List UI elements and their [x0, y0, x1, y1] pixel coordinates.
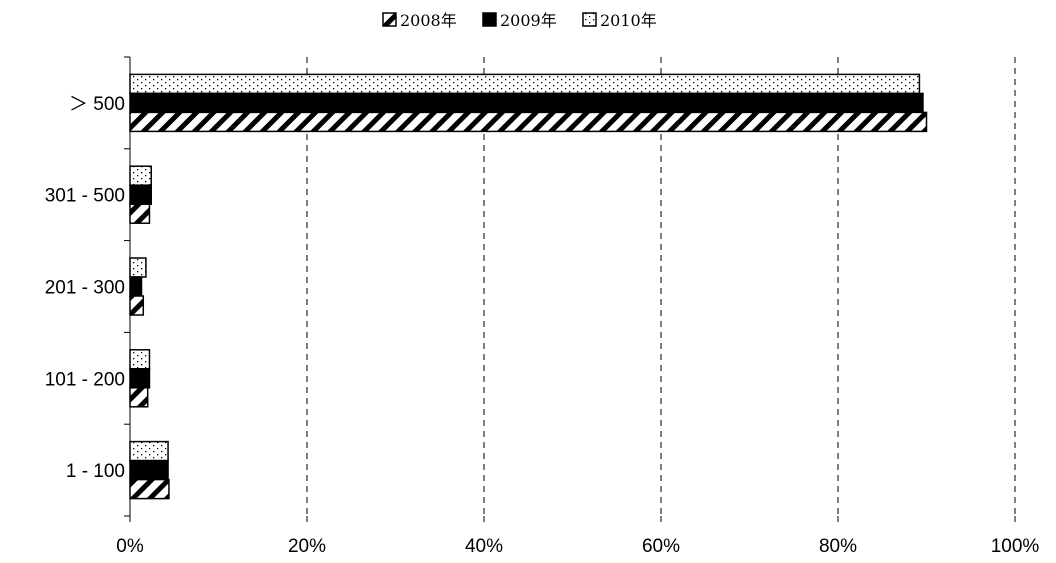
x-tick-label: 80%	[819, 536, 857, 557]
legend-item: 2009年	[482, 11, 557, 30]
legend: 2008年 2009年 2010年	[382, 11, 657, 30]
category-label: 101 - 200	[45, 369, 125, 390]
bar-2008年-101 - 200	[129, 387, 149, 408]
legend-label: 2009年	[500, 11, 557, 30]
bar-2009年-101 - 200	[129, 368, 151, 389]
bar-2009年-201 - 300	[129, 276, 143, 297]
bar-2008年-201 - 300	[129, 295, 145, 316]
x-tick-label: 20%	[288, 536, 326, 557]
x-tick-label: 0%	[116, 536, 144, 557]
x-tick-label: 60%	[642, 536, 680, 557]
bar-2010年-201 - 300	[129, 257, 147, 278]
bar-2008年-1 - 100	[129, 478, 170, 500]
bar-2009年-> 500	[129, 92, 924, 114]
bar-2010年-1 - 100	[129, 440, 169, 462]
bar-2010年-301 - 500	[129, 165, 152, 186]
x-tick-label: 100%	[991, 536, 1040, 557]
legend-swatch	[382, 12, 397, 27]
bar-2010年-> 500	[129, 73, 921, 95]
legend-label: 2010年	[600, 11, 657, 30]
bar-2008年-> 500	[129, 111, 928, 133]
x-tick-label: 40%	[465, 536, 503, 557]
legend-item: 2008年	[382, 11, 457, 30]
bar-2008年-301 - 500	[129, 203, 151, 224]
category-label: 201 - 300	[45, 278, 125, 299]
legend-label: 2008年	[400, 11, 457, 30]
legend-swatch	[582, 12, 597, 27]
axes	[124, 56, 1016, 522]
bar-2009年-301 - 500	[129, 184, 152, 205]
bar-2009年-1 - 100	[129, 459, 169, 481]
category-label: 301 - 500	[45, 186, 125, 207]
legend-item: 2010年	[582, 11, 657, 30]
labels: ＞ 500 301 - 500 201 - 300 101 - 200 1 - 100 0…	[45, 94, 1040, 557]
bar-2010年-101 - 200	[129, 349, 151, 370]
category-label: ＞ 500	[69, 94, 125, 115]
legend-swatch	[482, 12, 497, 27]
bars	[129, 73, 928, 500]
category-label: 1 - 100	[66, 461, 125, 482]
